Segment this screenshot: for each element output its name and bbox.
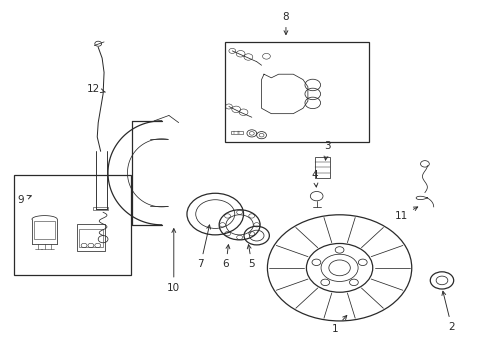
Bar (230, 131, 243, 134)
Text: 5: 5 (247, 245, 255, 269)
Text: 3: 3 (324, 141, 330, 160)
Bar (77, 224, 105, 251)
Bar (224, 42, 368, 142)
Bar (93, 207, 108, 211)
Text: 1: 1 (331, 315, 346, 334)
Text: 4: 4 (311, 170, 318, 187)
Text: 9: 9 (18, 195, 31, 205)
Text: 2: 2 (441, 291, 454, 332)
Text: 12: 12 (86, 84, 105, 94)
Text: 7: 7 (197, 225, 210, 269)
Bar (79, 229, 102, 247)
Bar (14, 175, 131, 275)
Text: 10: 10 (167, 229, 180, 293)
Bar (315, 157, 329, 178)
Text: 8: 8 (282, 12, 289, 35)
Bar (34, 221, 55, 239)
Text: 11: 11 (394, 207, 417, 221)
Text: 6: 6 (222, 245, 229, 269)
